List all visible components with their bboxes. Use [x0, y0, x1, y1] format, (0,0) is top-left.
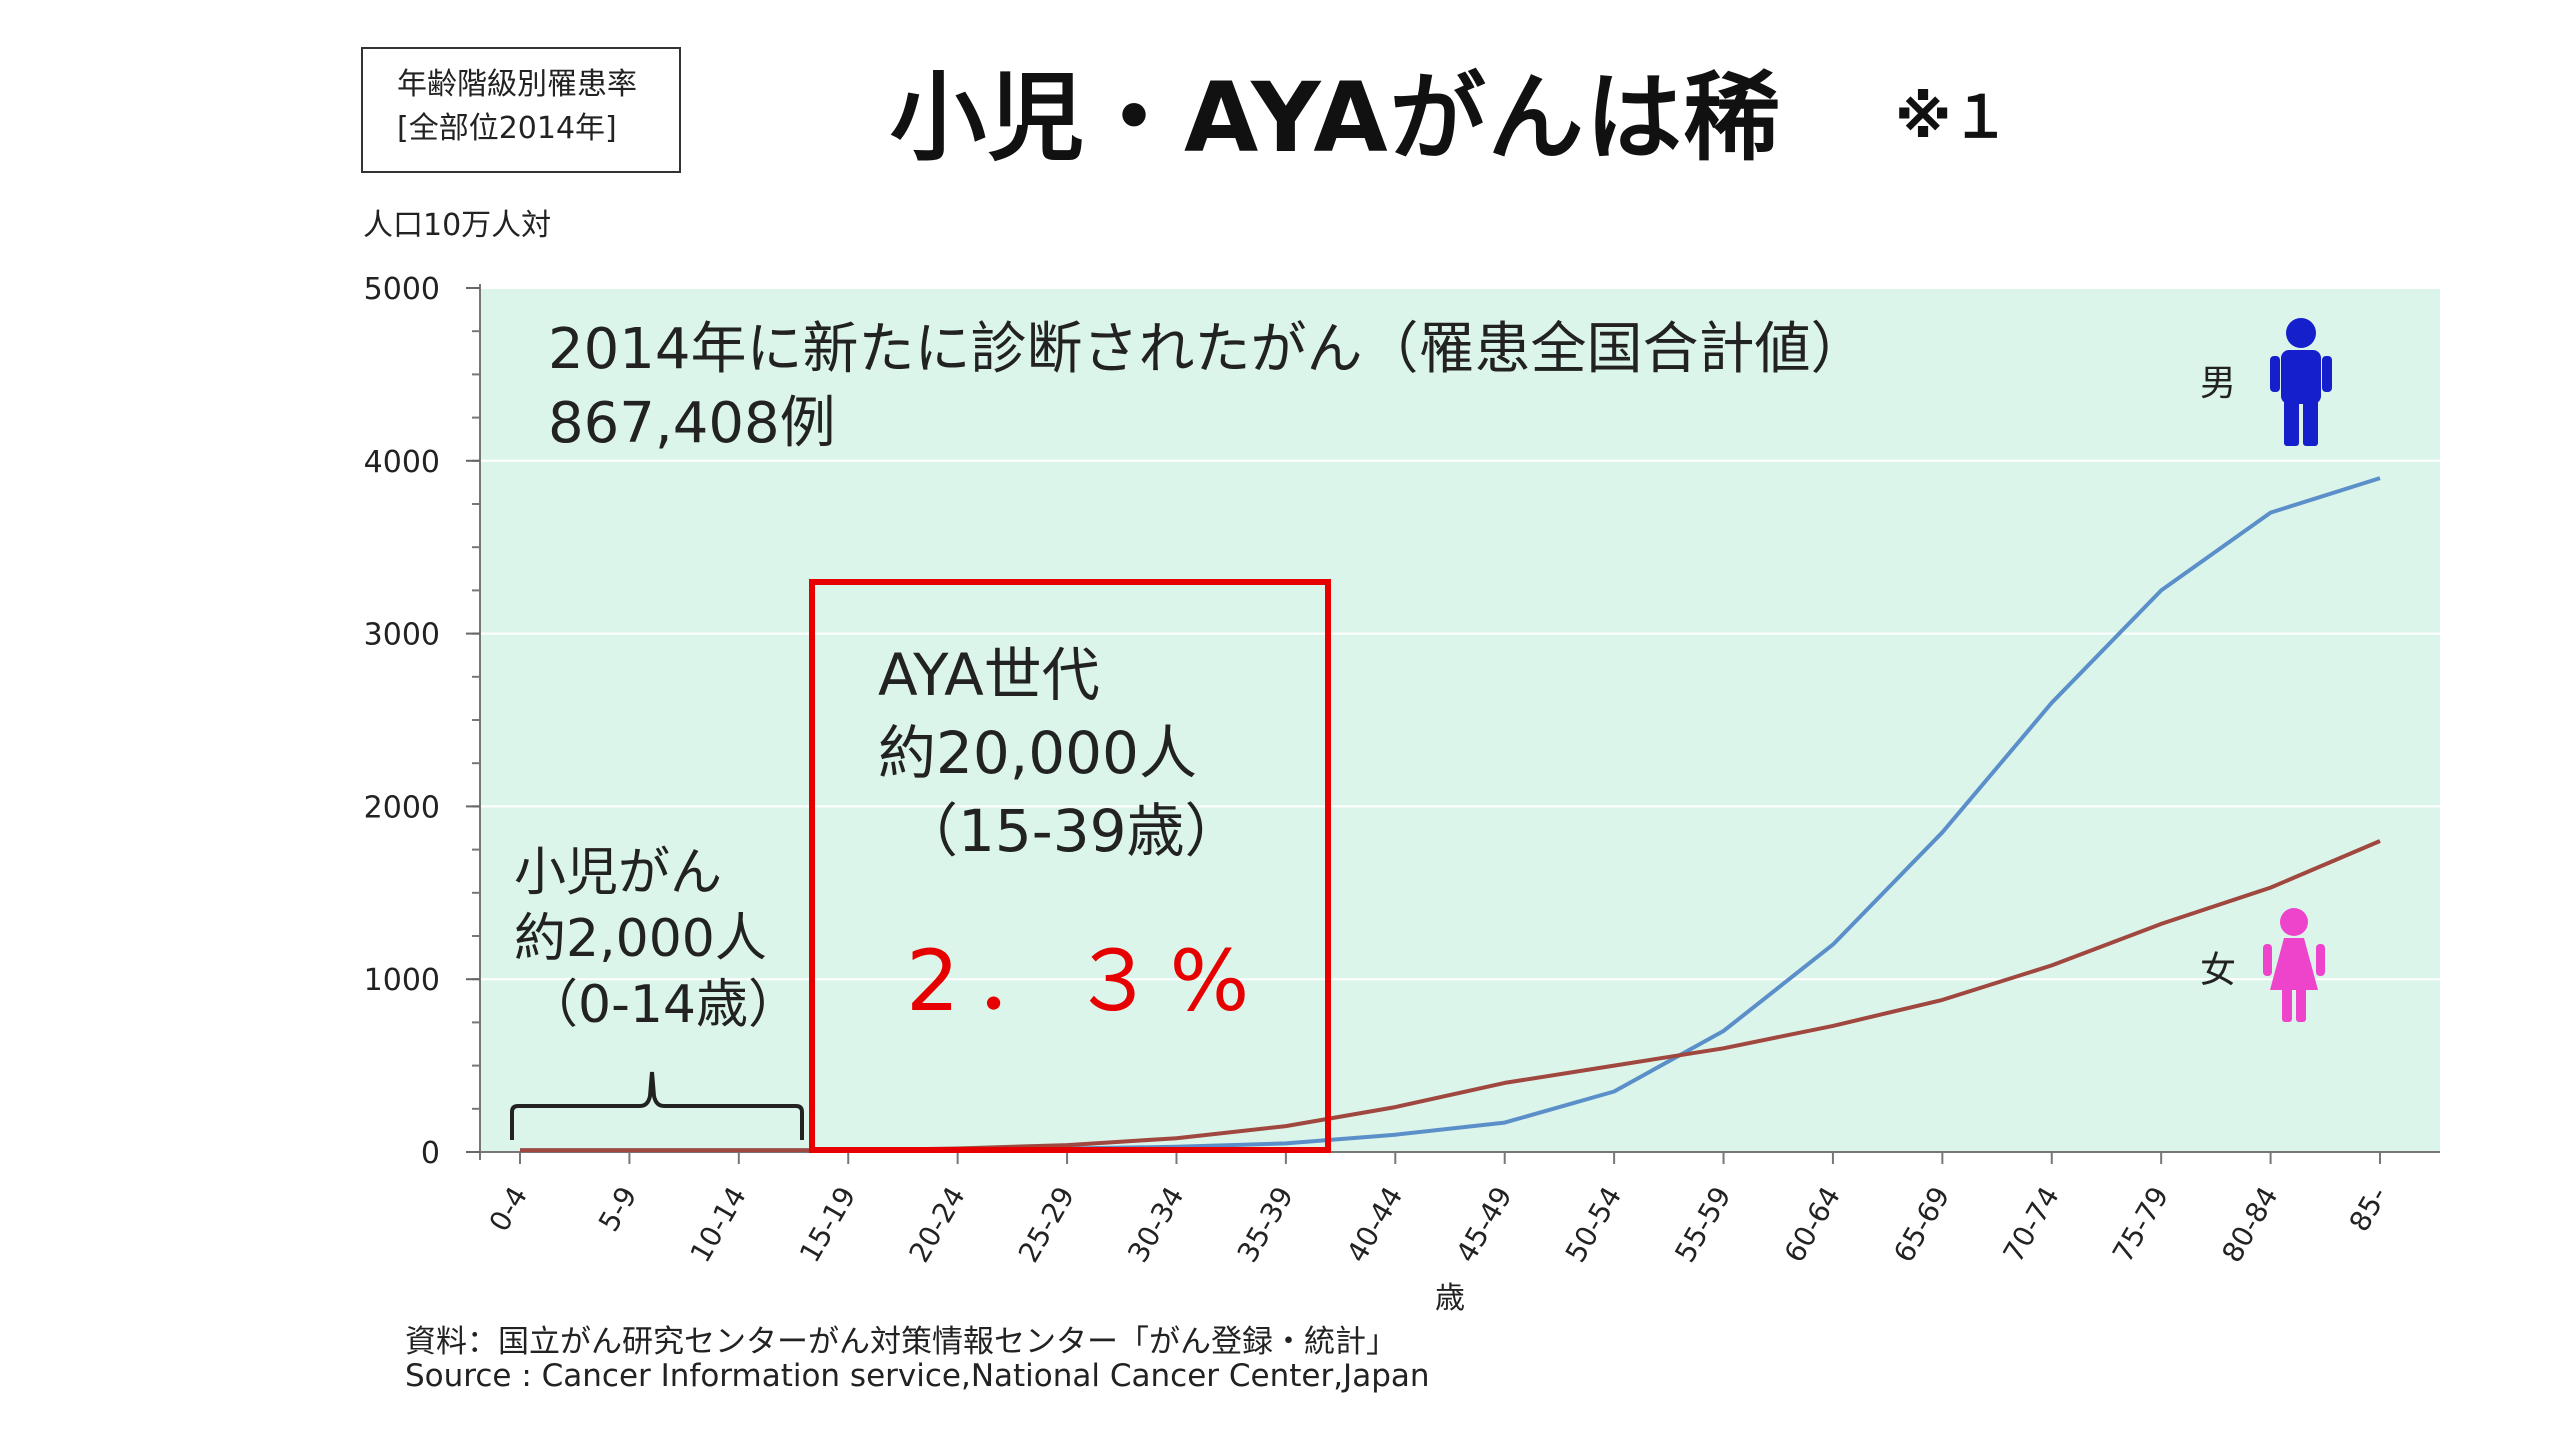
x-tick-label: 80-84 [2215, 1181, 2284, 1268]
aya-age-range: （15-39歳） [900, 797, 1243, 865]
female-person-icon [2263, 908, 2325, 1022]
y-axis-ticks: 0 1000 2000 3000 4000 5000 [364, 272, 480, 1171]
x-tick-label: 75-79 [2106, 1181, 2175, 1268]
x-axis-ticks: 0-4 5-9 10-14 15-19 20-24 25-29 30-34 35-39 40-4… [483, 1152, 2394, 1268]
aya-count: 約20,000人 [878, 719, 1197, 787]
title-footnote-mark: ※１ [1895, 83, 2010, 151]
chart-heading-line-2: 867,408例 [548, 391, 836, 456]
x-tick-label: 40-44 [1340, 1181, 1409, 1268]
chart-heading-line-1: 2014年に新たに診断されたがん（罹患全国合計値） [548, 317, 1867, 382]
x-tick-label: 35-39 [1231, 1181, 1300, 1268]
page-title: 小児・AYAがんは稀 [890, 62, 1782, 174]
x-tick-label: 30-34 [1121, 1181, 1190, 1268]
source-line-english: Source : Cancer Information service,Nati… [405, 1358, 1430, 1394]
male-person-icon [2270, 318, 2332, 446]
x-tick-label: 20-24 [902, 1181, 971, 1268]
y-tick-label: 0 [421, 1136, 440, 1171]
childhood-count: 約2,000人 [514, 909, 767, 969]
y-tick-label: 4000 [364, 445, 440, 480]
caption-line-1: 年齢階級別罹患率 [397, 67, 637, 102]
childhood-label: 小児がん [514, 843, 722, 903]
childhood-age-range: （0-14歳） [526, 975, 800, 1035]
female-label: 女 [2200, 950, 2236, 991]
aya-label: AYA世代 [878, 641, 1100, 709]
y-tick-label: 2000 [364, 790, 440, 825]
y-tick-label: 5000 [364, 272, 440, 307]
x-tick-label: 15-19 [793, 1181, 862, 1268]
x-tick-label: 70-74 [1997, 1181, 2066, 1268]
grid-lines [480, 287, 2440, 981]
childhood-range-brace [510, 1071, 804, 1140]
source-line-japanese: 資料：国立がん研究センターがん対策情報センター「がん登録・統計」 [405, 1324, 1397, 1360]
x-tick-label: 55-59 [1668, 1181, 1737, 1268]
x-tick-label: 60-64 [1778, 1181, 1847, 1268]
plot-background [480, 288, 2440, 1152]
aya-percentage: 2．３% [906, 932, 1263, 1030]
x-tick-label: 45-49 [1450, 1181, 1519, 1268]
y-tick-label: 3000 [364, 618, 440, 653]
x-tick-label: 50-54 [1559, 1181, 1628, 1268]
x-tick-label: 25-29 [1012, 1181, 1081, 1268]
x-tick-label: 10-14 [684, 1181, 753, 1268]
x-tick-label: 65-69 [1887, 1181, 1956, 1268]
y-tick-label: 1000 [364, 963, 440, 998]
aya-highlight-box [809, 579, 1331, 1153]
x-tick-label: 85- [2343, 1181, 2394, 1237]
male-label: 男 [2200, 363, 2236, 404]
x-tick-label: 0-4 [483, 1181, 534, 1237]
chart-caption-box: 年齢階級別罹患率 [全部位2014年] [361, 47, 681, 173]
x-tick-label: 5-9 [592, 1181, 643, 1237]
x-axis-unit: 歳 [1435, 1281, 1465, 1316]
y-axis-unit: 人口10万人対 [363, 208, 552, 243]
caption-line-2: [全部位2014年] [397, 111, 617, 146]
